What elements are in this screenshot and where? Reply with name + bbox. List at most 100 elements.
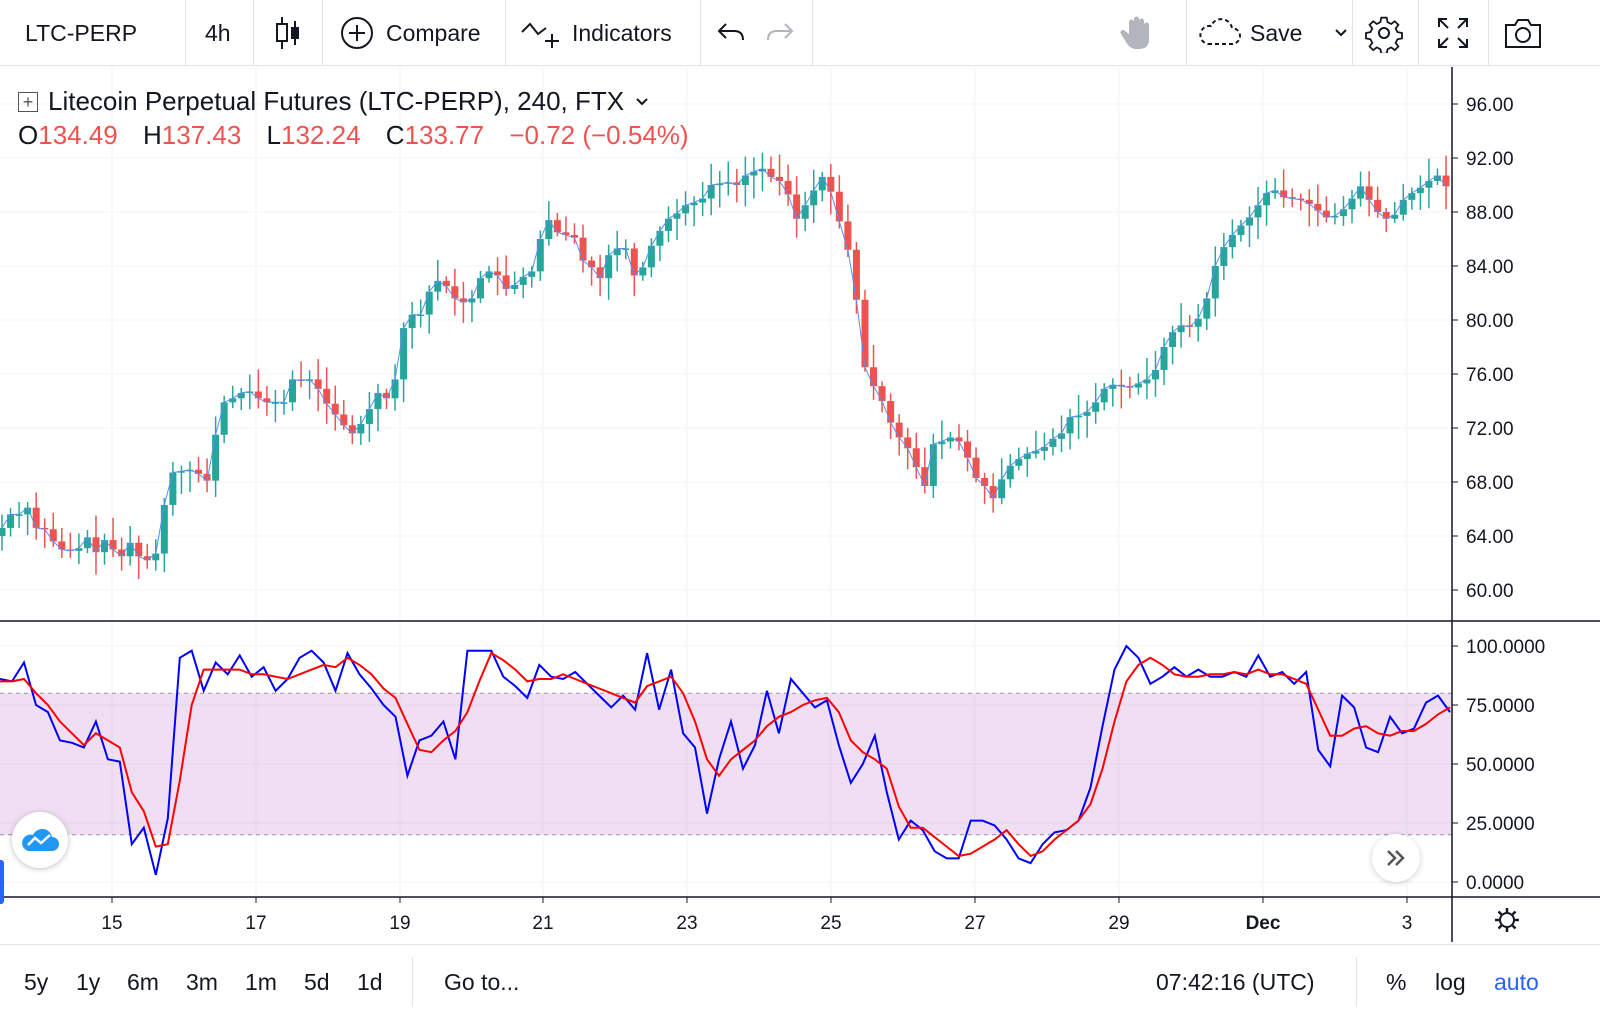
candle-body xyxy=(1391,214,1399,219)
candle-body xyxy=(793,194,801,219)
candle-body xyxy=(502,275,510,289)
candle-body xyxy=(570,234,578,238)
candle-body xyxy=(1374,199,1382,212)
price-tick-label: 80.00 xyxy=(1466,311,1514,332)
candle-body xyxy=(126,542,134,557)
candle-body xyxy=(1365,186,1373,200)
candle-body xyxy=(998,479,1006,499)
candle-body xyxy=(767,168,775,177)
ohlc-values: O134.49 H137.43 L132.24 C133.77 −0.72 (−… xyxy=(18,120,707,151)
time-tick-label: 29 xyxy=(1108,913,1129,934)
symbol-title: Litecoin Perpetual Futures (LTC-PERP), 2… xyxy=(48,86,625,116)
stoch-tick-label: 25.0000 xyxy=(1466,814,1535,835)
candle-body xyxy=(400,328,408,380)
save-label: Save xyxy=(1250,19,1303,46)
candle-body xyxy=(878,386,886,401)
time-tick-label: 21 xyxy=(532,913,553,934)
candle-body xyxy=(1331,216,1339,218)
candle-body xyxy=(630,248,638,276)
candle-body xyxy=(733,182,741,185)
candle-body xyxy=(1177,325,1185,333)
range-1y-button[interactable]: 1y xyxy=(76,968,101,995)
candle-body xyxy=(1100,388,1108,403)
candle-body xyxy=(1058,433,1066,439)
candle-body xyxy=(1126,386,1134,388)
candle-body xyxy=(476,278,484,299)
compare-button[interactable]: Compare xyxy=(340,0,481,66)
chart-canvas[interactable]: 60.00 64.00 68.00 72.00 76.00 80.00 84.00 88.00… xyxy=(0,67,1600,943)
symbol-search-button[interactable]: LTC-PERP xyxy=(25,19,138,46)
candle-body xyxy=(246,391,254,394)
candle-body xyxy=(1066,417,1074,434)
candle-body xyxy=(989,486,997,499)
candle-body xyxy=(895,422,903,438)
auto-scale-button[interactable]: auto xyxy=(1494,968,1539,995)
toolbar-divider xyxy=(1418,0,1419,66)
candle-body xyxy=(271,402,279,404)
range-6m-button[interactable]: 6m xyxy=(127,968,159,995)
stoch-tick-label: 0.0000 xyxy=(1466,873,1524,894)
candle-body xyxy=(801,205,809,219)
collapse-legend-icon[interactable]: + xyxy=(18,91,38,112)
toolbar-divider xyxy=(812,0,813,66)
candle-body xyxy=(1322,210,1330,218)
hand-tool-button[interactable] xyxy=(1120,0,1156,66)
time-axis[interactable]: 15 17 19 21 23 25 27 29 Dec 3 xyxy=(101,897,1519,934)
candle-body xyxy=(24,507,32,515)
candle-body xyxy=(1288,197,1296,199)
candle-body xyxy=(972,457,980,478)
candle-body xyxy=(1263,193,1271,206)
candle-body xyxy=(169,472,177,505)
indicators-button[interactable]: Indicators xyxy=(520,0,672,66)
change-value: −0.72 (−0.54%) xyxy=(509,120,689,150)
price-tick-label: 88.00 xyxy=(1466,203,1514,224)
candle-body xyxy=(408,314,416,329)
close-value: 133.77 xyxy=(404,120,485,150)
candle-body xyxy=(1237,225,1245,235)
candle-body xyxy=(1382,212,1390,219)
candle-body xyxy=(1220,247,1228,266)
chevron-down-icon[interactable] xyxy=(634,94,650,110)
compare-label: Compare xyxy=(386,19,481,46)
range-5y-button[interactable]: 5y xyxy=(24,968,49,995)
redo-button[interactable] xyxy=(765,0,795,66)
candle-body xyxy=(664,218,672,231)
candle-body xyxy=(109,540,117,550)
stochastic-axis[interactable]: 0.0000 25.0000 50.0000 75.0000 100.0000 xyxy=(1452,637,1545,894)
candle-body xyxy=(83,537,91,549)
interval-button[interactable]: 4h xyxy=(205,19,231,46)
undo-button[interactable] xyxy=(716,0,746,66)
candle-body xyxy=(784,180,792,195)
candle-body xyxy=(49,529,57,542)
settings-button[interactable] xyxy=(1364,0,1404,66)
stoch-tick-label: 75.0000 xyxy=(1466,696,1535,717)
clock-timezone-button[interactable]: 07:42:16 (UTC) xyxy=(1156,968,1315,995)
save-button[interactable]: Save xyxy=(1198,0,1354,66)
gear-tooth xyxy=(1497,910,1503,916)
bottombar-divider xyxy=(1356,957,1357,1007)
percent-scale-button[interactable]: % xyxy=(1386,968,1407,995)
cloud-icon xyxy=(1199,18,1241,45)
candle-body xyxy=(297,379,305,381)
tradingview-logo-button[interactable] xyxy=(12,812,68,868)
range-1m-button[interactable]: 1m xyxy=(245,968,277,995)
candle-body xyxy=(442,280,450,287)
scroll-to-realtime-button[interactable] xyxy=(1372,834,1420,882)
candle-body xyxy=(844,221,852,250)
range-3m-button[interactable]: 3m xyxy=(186,968,218,995)
fullscreen-button[interactable] xyxy=(1436,0,1470,66)
chart-style-button[interactable] xyxy=(274,0,302,66)
candle-body xyxy=(656,230,664,246)
price-axis[interactable]: 60.00 64.00 68.00 72.00 76.00 80.00 84.00 88.00… xyxy=(1452,95,1514,602)
candle-body xyxy=(1271,190,1279,194)
goto-button[interactable]: Go to... xyxy=(444,968,520,995)
snapshot-button[interactable] xyxy=(1503,0,1543,66)
log-scale-button[interactable]: log xyxy=(1435,968,1466,995)
candle-body xyxy=(511,284,519,289)
candle-body xyxy=(1143,379,1151,384)
range-1d-button[interactable]: 1d xyxy=(357,968,383,995)
range-5d-button[interactable]: 5d xyxy=(304,968,330,995)
candle-body xyxy=(639,267,647,276)
candles-icon xyxy=(276,17,299,49)
top-toolbar: LTC-PERP 4h Compare Indicators xyxy=(0,0,1600,66)
